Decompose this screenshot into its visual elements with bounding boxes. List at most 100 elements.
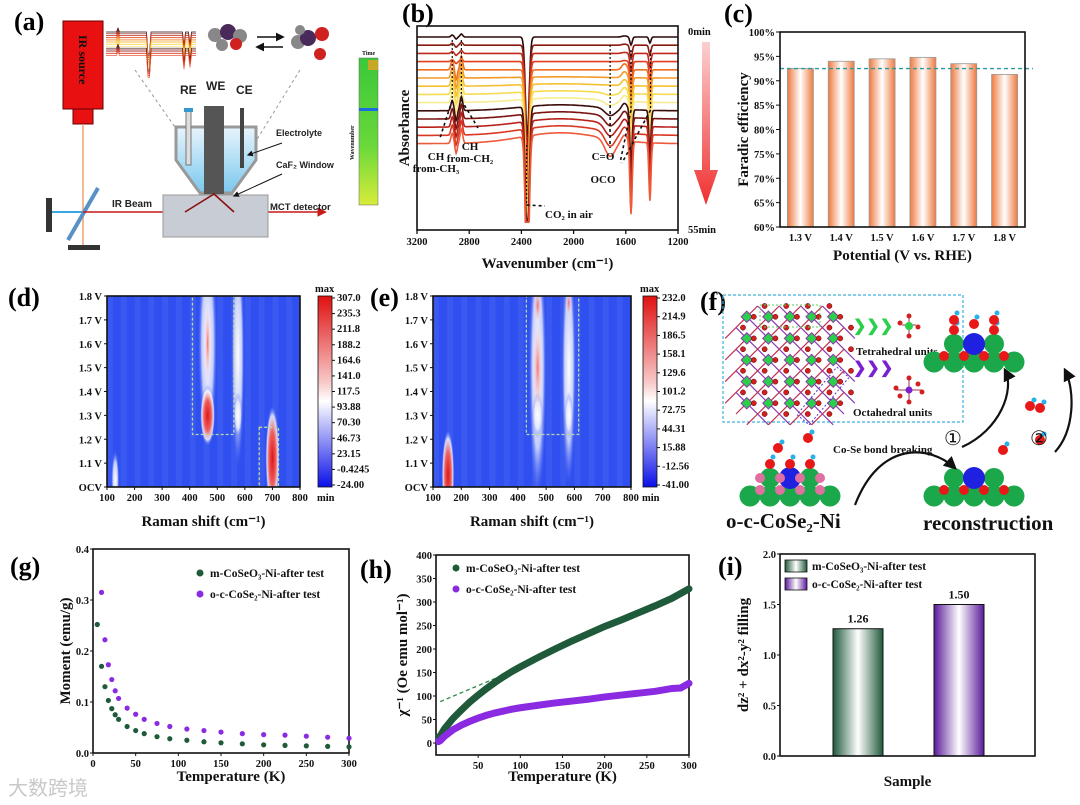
data-point — [492, 679, 499, 686]
inset-wavenumber-label: Wavenumber — [350, 125, 356, 160]
heatmap-streak — [503, 296, 510, 487]
o-atom — [959, 351, 969, 361]
colorbar-tick-label: -0.4245 — [337, 464, 369, 475]
time-end-label: 55min — [688, 225, 716, 236]
x-tick-label: 1200 — [668, 237, 689, 248]
bar — [868, 58, 896, 228]
panel-label-i: (i) — [718, 552, 743, 581]
data-point — [441, 725, 448, 732]
thumbnail-spectrum — [106, 32, 196, 60]
selenium-atom — [837, 378, 844, 385]
selenium-atom — [804, 411, 811, 417]
legend-label: m-CoSeO₃-Ni-after test — [466, 563, 580, 575]
selenium-atom — [740, 324, 746, 331]
data-point — [618, 692, 625, 699]
y-tick-label: 1.4 V — [79, 388, 103, 399]
selenium-atom — [794, 313, 800, 320]
x-tick-label: 500 — [209, 493, 225, 504]
colorbar-tick-label: 164.6 — [337, 355, 361, 366]
y-tick-label: 0.0 — [763, 752, 776, 763]
selenium-atom — [783, 346, 790, 353]
y-tick-label: 1.5 V — [79, 364, 103, 375]
x-axis-label: Temperature (K) — [177, 769, 286, 785]
x-tick-label: 800 — [292, 493, 308, 504]
x-tick-label: 700 — [595, 493, 611, 504]
data-point — [112, 688, 118, 694]
data-point — [124, 705, 130, 711]
selenium-atom — [815, 378, 822, 385]
heatmap-area — [433, 296, 631, 487]
data-point — [669, 685, 676, 692]
peak-annotation: CO₂ in air — [545, 209, 593, 221]
lattice-bond — [811, 413, 823, 426]
lattice-bond — [843, 370, 856, 383]
y-tick-label: 1.7 V — [79, 316, 103, 327]
selenium-atom — [826, 346, 833, 353]
hydrogen-atom — [994, 310, 1000, 316]
data-point — [492, 709, 499, 716]
co-atom — [963, 467, 985, 489]
data-point — [677, 685, 684, 692]
oxygen-atom — [765, 459, 775, 469]
data-point — [184, 737, 190, 743]
y-tick-label: 1.5 — [763, 601, 776, 612]
heatmap-streak — [107, 296, 113, 487]
legend-swatch — [784, 577, 808, 591]
y-tick-label: 150 — [416, 669, 432, 680]
tetrahedral-site — [762, 375, 775, 388]
x-tick-label: 200 — [597, 761, 613, 772]
heatmap-streak — [286, 296, 293, 487]
tetrahedral-site — [826, 310, 840, 324]
peak-annotation: C=O — [592, 151, 615, 163]
selenium-atom — [848, 389, 854, 396]
y-tick-label: 400 — [416, 551, 432, 562]
data-point — [500, 708, 507, 715]
y-tick-label: 90% — [754, 77, 775, 88]
legend-label: o-c-CoSe₂-Ni-after test — [210, 589, 320, 601]
y-axis-label: Absorbance — [397, 89, 413, 166]
watermark: 大数跨境 — [8, 776, 88, 800]
y-tick-label: OCV — [79, 483, 103, 494]
bar — [827, 60, 855, 228]
x-axis-label: Temperature (K) — [508, 769, 617, 785]
panel-label-a: (a) — [14, 7, 44, 36]
tetrahedral-site — [740, 396, 754, 410]
y-tick-label: 1.6 V — [405, 340, 429, 351]
y-tick-label: 95% — [754, 52, 775, 63]
x-tick-label: 200 — [127, 493, 143, 504]
selenium-atom — [772, 378, 779, 385]
o-atom — [959, 485, 969, 495]
x-tick-label: 150 — [213, 759, 229, 770]
selenium-atom — [837, 335, 844, 342]
selenium-atom — [804, 367, 811, 374]
data-point — [551, 700, 558, 707]
panel-h-chart: (h) m-CoSeO₃-Ni-after test o-c-CoSe₂-Ni-af… — [360, 551, 697, 785]
heatmap-hotspot — [533, 296, 542, 325]
selenium-atom — [750, 378, 757, 385]
data-point — [141, 731, 147, 737]
selenium-atom — [761, 411, 768, 417]
heatmap-streak — [489, 296, 496, 487]
spectrum-line — [417, 94, 678, 223]
tetrahedral-site — [783, 332, 797, 345]
time-wavenumber-inset — [358, 57, 379, 206]
x-tick-label: 100 — [512, 761, 528, 772]
y-tick-label: 0.2 — [76, 647, 89, 658]
x-tick-label: 200 — [453, 493, 469, 504]
x-tick-label: 100 — [170, 759, 186, 770]
thumbnail-spectrum — [106, 43, 196, 71]
legend-label: o-c-CoSe₂-Ni-after test — [466, 584, 576, 596]
co-atom — [963, 333, 985, 355]
selenium-atom — [848, 324, 854, 331]
hydrogen-atom — [790, 454, 796, 460]
heatmap-area — [107, 296, 300, 487]
data-point — [449, 715, 456, 722]
x-tick-label: 300 — [681, 761, 697, 772]
x-tick-label: 1.7 V — [952, 233, 976, 244]
spectrum-line — [417, 61, 678, 198]
surface-slabs — [739, 310, 1047, 507]
selenium-atom — [750, 313, 757, 320]
se-atom — [755, 473, 765, 483]
selenium-atom — [783, 389, 790, 396]
